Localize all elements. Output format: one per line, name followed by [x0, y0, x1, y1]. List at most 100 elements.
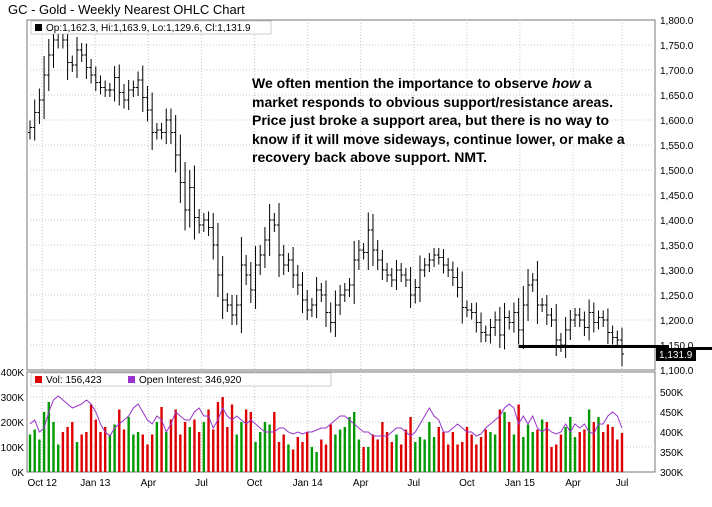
volume-bar	[569, 417, 572, 472]
ohlc-bar	[530, 273, 535, 292]
ohlc-bar	[28, 120, 32, 140]
volume-bar	[493, 434, 497, 472]
ohlc-bar	[154, 123, 159, 140]
ohlc-bar	[389, 268, 394, 287]
ohlc-bar	[610, 325, 615, 345]
time-tick-label: Apr	[565, 478, 581, 489]
volume-bar	[273, 412, 276, 472]
time-tick-label: Jan 13	[80, 478, 110, 489]
price-tick-label: 1,250.0	[660, 291, 694, 302]
volume-bar	[193, 419, 196, 472]
ohlc-bar	[328, 302, 333, 333]
price-legend-swatch	[35, 24, 42, 31]
ohlc-bar	[380, 250, 385, 280]
ohlc-bar	[70, 55, 75, 72]
ohlc-bar	[131, 80, 136, 97]
ohlc-bar	[234, 295, 239, 325]
price-tick-label: 1,600.0	[660, 116, 694, 127]
volume-tick-label: 400K	[1, 368, 25, 379]
volume-bar	[301, 442, 304, 472]
volume-bar	[146, 444, 149, 472]
volume-bar	[122, 429, 126, 472]
ohlc-bar	[361, 243, 366, 260]
volume-bar	[531, 432, 534, 472]
ohlc-bar	[493, 311, 498, 336]
time-tick-label: Apr	[141, 478, 157, 489]
volume-bar	[503, 412, 506, 472]
ohlc-bar	[112, 66, 117, 102]
volume-bar	[259, 432, 262, 472]
volume-bar	[461, 442, 464, 472]
ohlc-bar	[526, 269, 531, 321]
ohlc-bar	[183, 162, 188, 231]
ohlc-bar	[333, 290, 338, 337]
oi-legend-swatch	[128, 376, 135, 383]
ohlc-bar	[295, 265, 300, 295]
ohlc-bar	[413, 279, 418, 304]
volume-bar	[456, 444, 459, 472]
volume-bar	[475, 444, 478, 472]
volume-bar	[89, 404, 93, 472]
grid-lines	[27, 20, 655, 472]
ohlc-bar	[577, 308, 582, 327]
ohlc-bar	[544, 295, 549, 325]
volume-bar	[559, 434, 563, 472]
price-tick-label: 1,350.0	[660, 241, 694, 252]
ohlc-bar	[324, 280, 328, 327]
time-tick-label: Jul	[407, 478, 420, 489]
price-tick-label: 1,700.0	[660, 66, 694, 77]
ohlc-bar	[408, 267, 413, 308]
ohlc-bar	[549, 308, 554, 327]
ohlc-bar	[32, 99, 37, 141]
volume-bar	[136, 432, 140, 472]
volume-bar	[141, 434, 144, 472]
volume-bar	[287, 444, 290, 472]
volume-bar	[263, 422, 267, 472]
time-tick-label: Oct	[459, 478, 475, 489]
volume-bar	[404, 429, 408, 472]
ohlc-bar	[446, 258, 451, 277]
ohlc-bar	[244, 255, 249, 285]
volume-bar	[132, 434, 135, 472]
open-interest-line	[29, 395, 623, 437]
volume-tick-label: 300K	[1, 393, 25, 404]
ohlc-bar	[46, 39, 51, 91]
price-tick-label: 1,550.0	[660, 141, 694, 152]
volume-bar	[216, 402, 220, 472]
volume-bar	[602, 432, 605, 472]
ohlc-bar	[206, 211, 211, 236]
ohlc-bar	[422, 258, 427, 277]
ohlc-bar	[601, 310, 606, 327]
volume-bar	[555, 444, 558, 472]
ohlc-bar	[291, 247, 296, 288]
ohlc-bar	[117, 64, 122, 106]
volume-bar	[160, 407, 163, 472]
ohlc-bar	[469, 303, 474, 320]
ohlc-bar	[427, 253, 432, 272]
volume-bar	[381, 422, 384, 472]
ohlc-bar	[352, 241, 357, 304]
ohlc-bar	[220, 256, 225, 319]
volume-bar	[465, 427, 469, 472]
volume-legend-box	[30, 372, 332, 387]
ohlc-bar	[98, 75, 103, 95]
volume-bar	[235, 434, 238, 472]
ohlc-bar	[281, 245, 286, 275]
volume-bar	[573, 437, 577, 472]
volume-bar	[33, 429, 36, 472]
volume-bar	[611, 427, 614, 472]
ohlc-bar	[164, 108, 169, 144]
volume-bar	[498, 409, 502, 472]
panel-frames	[26, 19, 656, 473]
ohlc-bar	[258, 245, 263, 275]
volume-bar	[484, 429, 487, 472]
ohlc-bar	[107, 83, 112, 97]
volume-bar	[428, 422, 431, 472]
annotation-emphasis: how	[552, 75, 581, 91]
volume-bar	[240, 422, 243, 472]
volume-bar	[80, 434, 83, 472]
volume-bar	[437, 427, 440, 472]
ohlc-bar	[253, 246, 258, 309]
ohlc-bar	[211, 213, 216, 260]
